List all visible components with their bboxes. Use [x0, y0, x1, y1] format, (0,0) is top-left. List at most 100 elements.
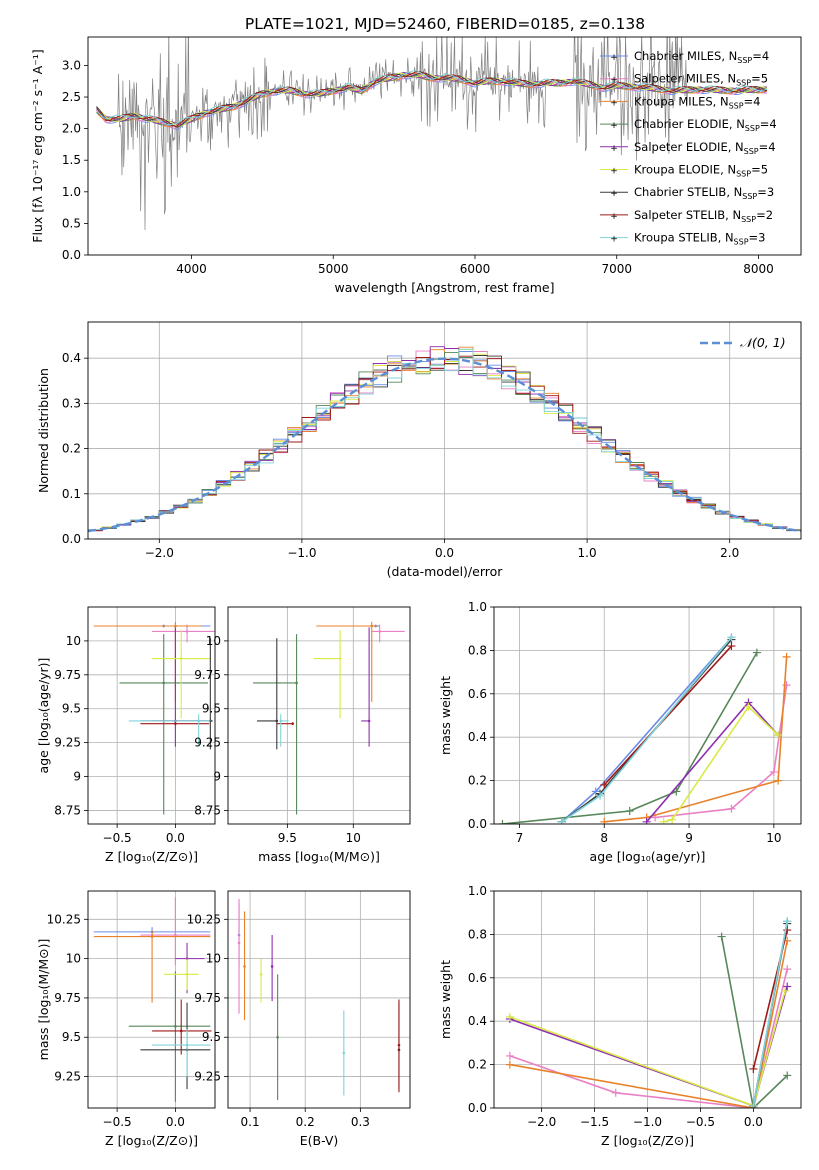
- series-marker: [600, 817, 609, 824]
- plot-area-age_vs_mass: [228, 607, 410, 824]
- x-axis-label: E(B-V): [300, 1133, 339, 1148]
- legend-label: Chabrier MILES, NSSP=4: [634, 49, 769, 65]
- legend-nssp-sub: SSP: [741, 215, 756, 224]
- legend-label: Salpeter STELIB, NSSP=2: [634, 208, 773, 224]
- series-line: [509, 940, 788, 1108]
- legend-marker: +: [610, 121, 618, 131]
- x-tick-label: 0.3: [351, 1115, 370, 1129]
- x-tick-label: −1.5: [580, 1115, 609, 1129]
- series-marker: [642, 817, 651, 824]
- y-tick-label: 9.25: [194, 736, 221, 750]
- y-axis-label: Flux [fλ 10⁻¹⁷ erg cm⁻² s⁻¹ A⁻¹]: [30, 49, 45, 242]
- series-line: [720, 936, 788, 1108]
- series-marker: [717, 932, 726, 941]
- x-tick-label: −0.5: [103, 1115, 132, 1129]
- x-tick-label: 8000: [743, 262, 774, 276]
- plot-area-mass_vs_Z: [88, 891, 215, 1108]
- y-tick-label: 0.6: [468, 687, 487, 701]
- y-tick-label: 10: [66, 634, 81, 648]
- y-tick-label: 2.5: [62, 90, 81, 104]
- x-axis-label: mass [log₁₀(M/M⊙)]: [258, 849, 380, 864]
- y-tick-label: 1.5: [62, 153, 81, 167]
- data-point: [270, 965, 274, 968]
- y-tick-label: 0.0: [468, 817, 487, 831]
- x-tick-label: 4000: [176, 262, 207, 276]
- legend-nssp: N: [732, 208, 741, 222]
- y-tick-label: 10: [206, 952, 221, 966]
- series-marker: [672, 787, 681, 796]
- legend-nssp-sub: SSP: [742, 192, 757, 201]
- panel-mass_vs_EBV: 0.1 0.2 0.3 9.25 9.5 9.75 10 10.25 E(B-V): [187, 890, 411, 1148]
- series-line: [561, 636, 733, 823]
- x-tick-label: −0.5: [686, 1115, 715, 1129]
- x-tick-label: 0.0: [744, 1115, 763, 1129]
- panel-weight_vs_Z: −2.0 −1.5 −1.0 −0.5 0.0 0.0 0.2 0.4 0.6 0.8 1.0 Z […: [438, 884, 802, 1148]
- y-tick-label: 9.75: [54, 991, 81, 1005]
- data-point: [295, 681, 298, 685]
- y-tick-label: 9: [213, 770, 221, 784]
- model-line: [96, 70, 767, 127]
- series-marker: [505, 1012, 514, 1021]
- y-tick-label: 3.0: [62, 58, 81, 72]
- series-marker: [774, 776, 783, 785]
- y-axis-label: age [log₁₀(age/yr)]: [36, 658, 51, 774]
- series-line: [663, 705, 779, 823]
- legend-nssp: N: [736, 117, 745, 131]
- series-marker: [749, 1101, 758, 1108]
- legend-marker: +: [610, 144, 618, 154]
- y-tick-label: 2.0: [62, 122, 81, 136]
- y-tick-label: 9.5: [62, 1030, 81, 1044]
- data-point: [150, 935, 154, 938]
- y-tick-label: 9.75: [194, 668, 221, 682]
- legend-nssp-sub: SSP: [745, 124, 760, 133]
- data-point: [291, 722, 294, 725]
- x-tick-label: −2.0: [145, 546, 174, 560]
- y-tick-label: 0.5: [62, 216, 81, 230]
- series-marker: [744, 702, 753, 711]
- legend-nssp-val: =4: [744, 94, 761, 108]
- series-marker: [752, 648, 761, 657]
- panel-age_vs_Z: −0.5 0.0 8.75 9 9.25 9.5 9.75 10 Z [log₁₀(Z/Z⊙)]…: [36, 606, 216, 864]
- axes-frame: [227, 606, 411, 825]
- legend-nssp: N: [725, 231, 734, 245]
- legend-nssp-val: =2: [756, 208, 773, 222]
- x-axis-label: age [log₁₀(age/yr)]: [590, 849, 706, 864]
- data-point: [197, 719, 200, 723]
- series-marker: [557, 817, 566, 824]
- series-marker: [783, 965, 792, 974]
- series-marker: [782, 652, 791, 661]
- y-tick-label: 9: [73, 770, 81, 784]
- legend-marker: +: [610, 212, 618, 222]
- x-tick-label: 8: [600, 831, 608, 845]
- legend-nssp-sub: SSP: [744, 147, 759, 156]
- series-marker: [727, 804, 736, 813]
- residual-histogram: [88, 346, 801, 532]
- series-line: [561, 636, 733, 823]
- y-tick-label: 0.2: [62, 442, 81, 456]
- panel-weight_vs_age: 7 8 9 10 0.0 0.2 0.4 0.6 0.8 1.0 age [log₁₀(age/yr…: [438, 600, 802, 864]
- x-tick-label: 9.5: [278, 831, 297, 845]
- series-marker: [668, 815, 677, 824]
- y-tick-label: 1.0: [62, 185, 81, 199]
- y-tick-label: 9.75: [194, 991, 221, 1005]
- series-marker: [505, 1060, 514, 1069]
- x-tick-label: 7000: [601, 262, 632, 276]
- panel-age_vs_mass: 9.5 10 8.75 9 9.25 9.5 9.75 10 mass [log₁₀(M/M⊙)…: [194, 606, 411, 864]
- y-tick-label: 9.75: [54, 668, 81, 682]
- chart-layer: 4000 5000 6000 7000 8000 0.0 0.5 1.0 1.5 2.0 2.5 3.…: [30, 36, 802, 1148]
- plot-area-age_vs_Z: [88, 607, 215, 824]
- series-marker: [783, 1071, 792, 1080]
- y-tick-label: 0.4: [468, 730, 487, 744]
- data-point: [179, 1029, 183, 1033]
- data-point: [237, 941, 241, 945]
- y-axis-label: Normed distribution: [36, 368, 51, 493]
- model-line: [96, 72, 768, 127]
- figure-title: PLATE=1021, MJD=52460, FIBERID=0185, z=0…: [245, 15, 645, 33]
- legend-nssp-sub: SSP: [737, 56, 752, 65]
- x-tick-label: 0.0: [166, 1115, 185, 1129]
- data-point: [179, 657, 183, 660]
- series-marker: [591, 787, 600, 796]
- series-marker: [505, 1051, 514, 1060]
- x-axis-label: Z [log₁₀(Z/Z⊙)]: [105, 1133, 198, 1148]
